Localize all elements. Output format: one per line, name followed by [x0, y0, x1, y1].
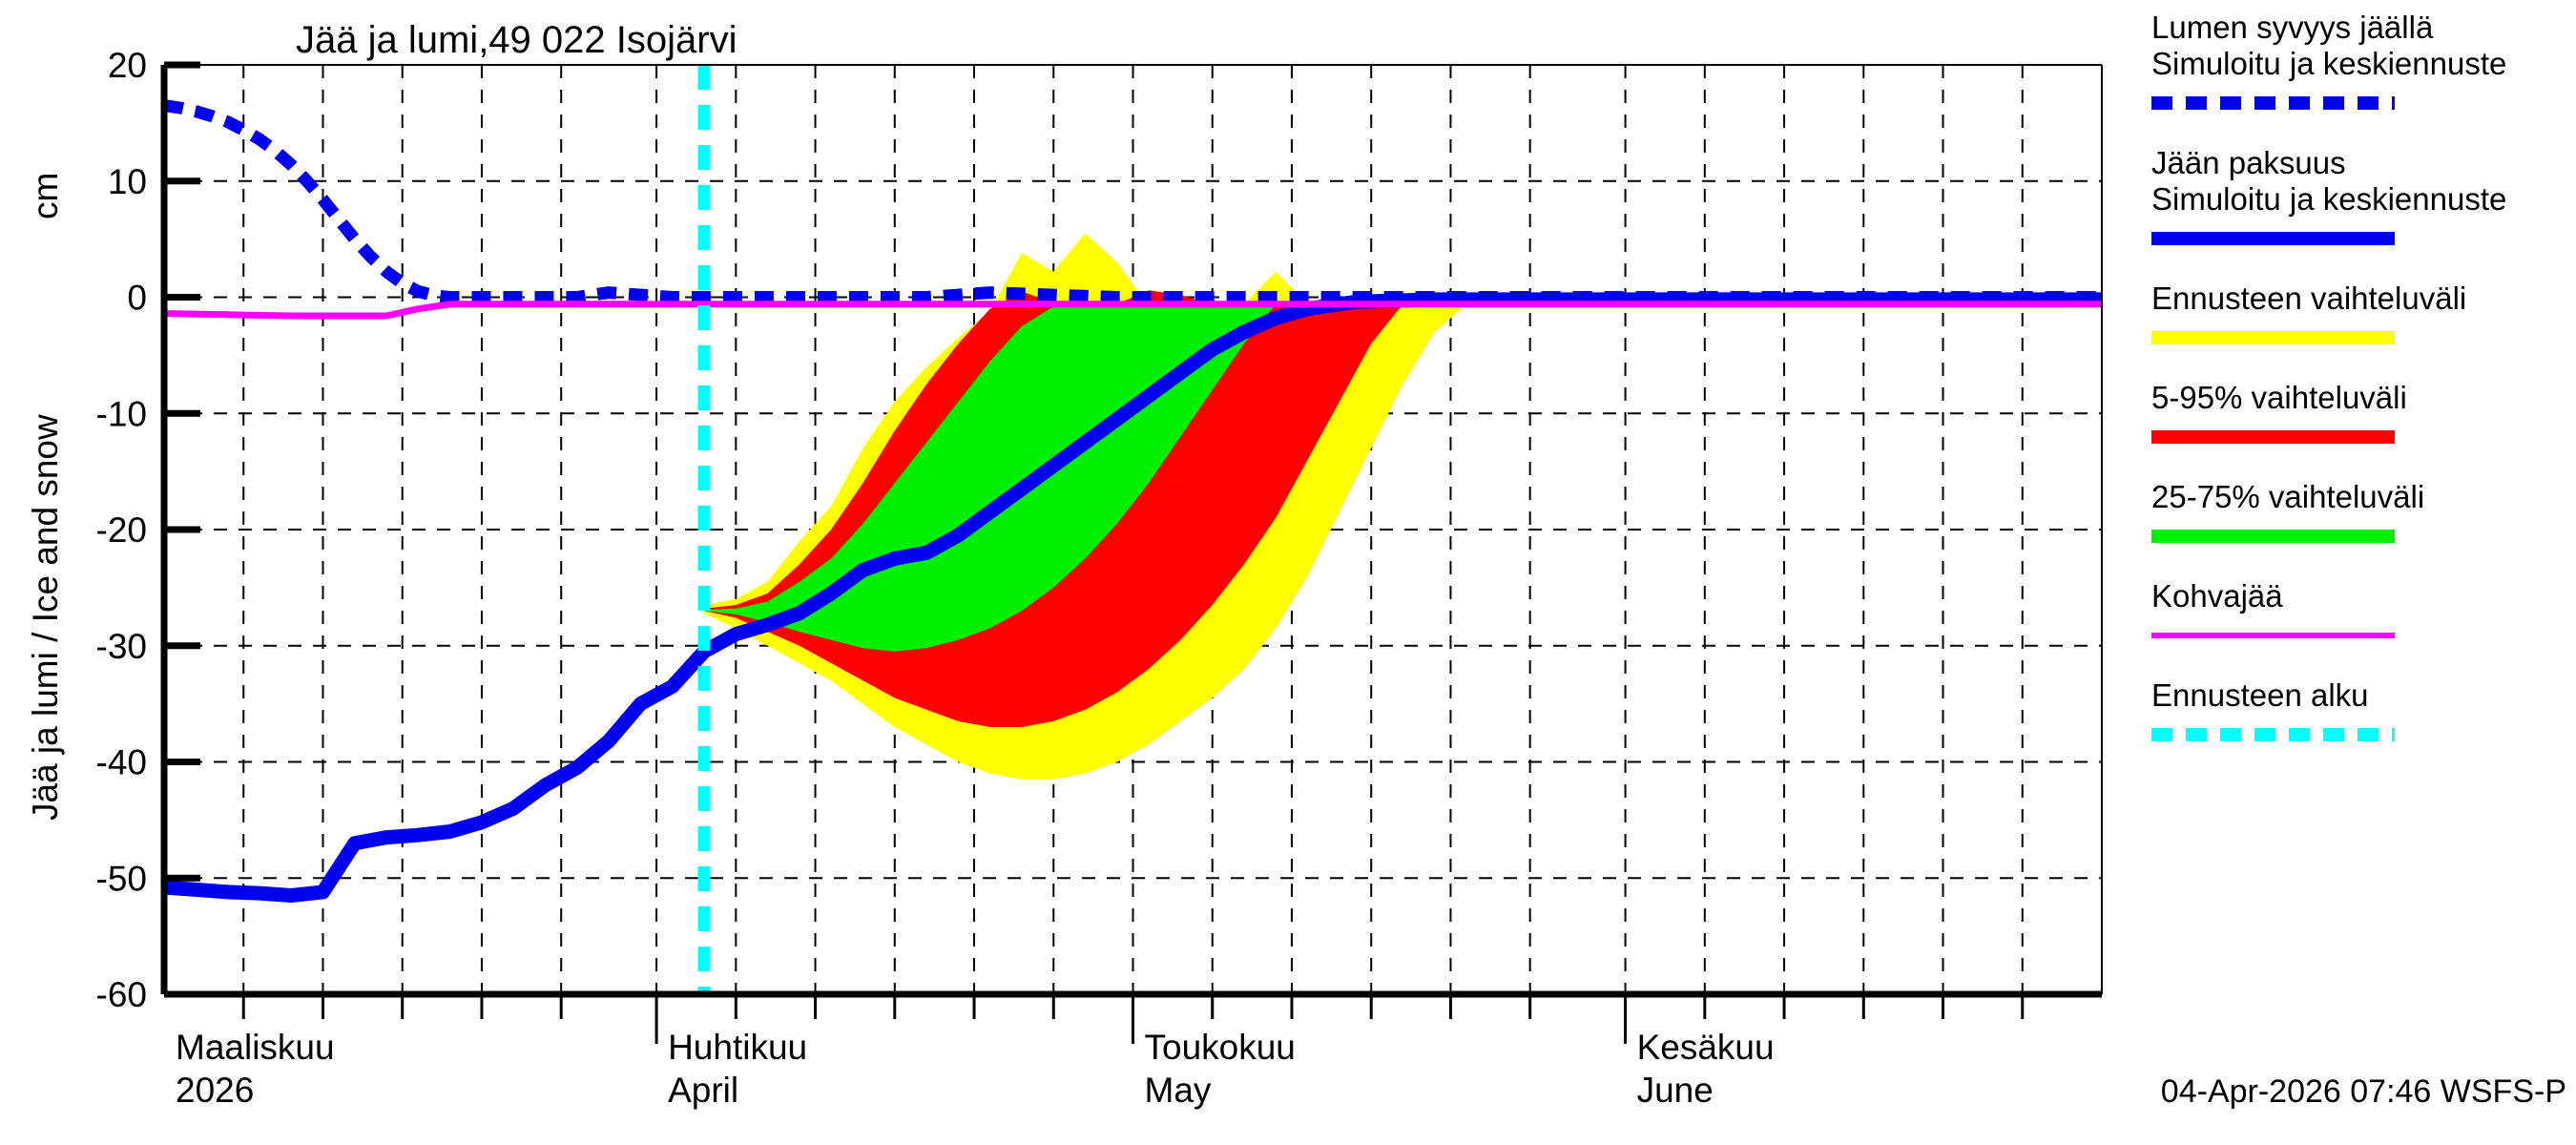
legend-item-slush-ice[interactable]: Kohvajää	[2151, 578, 2395, 638]
legend-label-primary: 25-75% vaihteluväli	[2151, 479, 2424, 514]
x-axis-month-label-en: April	[668, 1071, 738, 1110]
y-tick-label: -50	[96, 859, 147, 898]
x-axis-month-label-en: May	[1145, 1071, 1212, 1110]
x-axis-month-label-fi: Toukokuu	[1145, 1028, 1296, 1067]
legend-label-primary: Lumen syvyys jäällä	[2151, 10, 2434, 45]
y-tick-label: 10	[108, 162, 147, 201]
legend-item-forecast-range[interactable]: Ennusteen vaihteluväli	[2151, 281, 2466, 344]
band-p25_75	[704, 303, 1277, 652]
legend-label-primary: Jään paksuus	[2151, 145, 2346, 180]
forecast-bands	[704, 233, 1467, 780]
legend-item-range-25-75[interactable]: 25-75% vaihteluväli	[2151, 479, 2424, 543]
legend-label-primary: 5-95% vaihteluväli	[2151, 380, 2407, 415]
page-title: Jää ja lumi,49 022 Isojärvi	[296, 19, 737, 61]
y-tick-label: -30	[96, 627, 147, 666]
x-axis-month-label-fi: Maaliskuu	[176, 1028, 335, 1067]
legend-label-primary: Ennusteen vaihteluväli	[2151, 281, 2466, 316]
y-tick-label: 0	[127, 279, 147, 318]
y-tick-label: -40	[96, 743, 147, 782]
series-slush_ice	[163, 301, 2102, 320]
y-tick-label: 20	[108, 46, 147, 85]
legend-item-forecast-start[interactable]: Ennusteen alku	[2151, 677, 2395, 741]
legend-label-primary: Kohvajää	[2151, 578, 2283, 614]
legend-label-secondary: Simuloitu ja keskiennuste	[2151, 46, 2506, 81]
x-axis-ticks: Maaliskuu 2026 Huhtikuu April Toukokuu May Kes…	[176, 994, 2025, 1110]
x-axis-month-label-fi: Kesäkuu	[1637, 1028, 1775, 1067]
y-axis-unit: cm	[26, 173, 65, 219]
data-series	[163, 99, 2102, 903]
x-axis-month-label-fi: Huhtikuu	[668, 1028, 807, 1067]
x-axis-month-label-en: 2026	[176, 1071, 254, 1110]
y-tick-label: -10	[96, 394, 147, 433]
series-snow_depth	[163, 99, 2102, 303]
legend-label-primary: Ennusteen alku	[2151, 677, 2369, 713]
x-axis-month-label-en: June	[1637, 1071, 1714, 1110]
legend-label-secondary: Simuloitu ja keskiennuste	[2151, 181, 2506, 217]
y-axis-title: Jää ja lumi / Ice and snow	[26, 414, 65, 821]
series-ice_thickness	[163, 292, 2102, 903]
legend-item-range-5-95[interactable]: 5-95% vaihteluväli	[2151, 380, 2407, 444]
timestamp-label: 04-Apr-2026 07:46 WSFS-P	[2161, 1073, 2566, 1110]
y-tick-label: -60	[96, 975, 147, 1014]
y-tick-label: -20	[96, 510, 147, 550]
y-axis-ticks: 20 10 0 -10 -20 -30 -40 -50 -60	[96, 46, 200, 1014]
